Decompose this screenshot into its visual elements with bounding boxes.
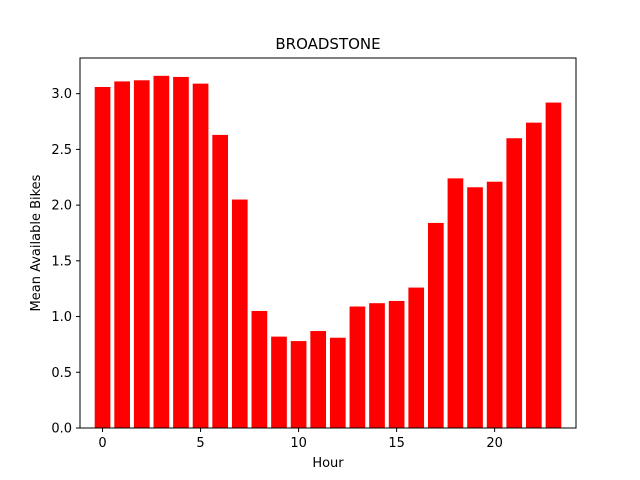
y-axis-label: Mean Available Bikes [29,174,44,311]
bar-hour-22 [526,122,542,429]
bar-hour-5 [192,83,209,428]
bar-hour-19 [467,187,483,428]
bar-hour-7 [231,199,248,428]
bar-hour-6 [212,134,229,428]
bar-hour-1 [114,81,130,428]
bar-hour-15 [388,300,405,428]
y-tick-label: 3.0 [51,87,72,102]
x-tick-label: 20 [486,436,503,451]
bar-hour-16 [408,287,425,428]
bar-hour-17 [427,222,444,428]
plot-frame [79,57,577,429]
bar-hour-3 [153,75,170,428]
bar-hour-18 [447,178,464,428]
x-tick-label: 5 [196,436,204,451]
bar-hour-11 [310,331,327,428]
x-tick-label: 15 [388,436,405,451]
x-axis-ticks: 0 5 10 15 20 [98,428,503,451]
bar-hour-2 [133,80,150,428]
chart-title: BROADSTONE [275,35,380,53]
y-tick-label: 1.0 [51,310,72,325]
bar-hour-12 [329,337,346,428]
bar-hour-13 [349,306,366,428]
y-tick-label: 2.5 [51,143,72,158]
bar-hour-4 [173,76,189,428]
y-tick-label: 0.5 [51,366,72,381]
bar-hour-20 [486,181,503,428]
bar-hour-9 [271,336,287,428]
bar-hour-8 [251,310,268,428]
bar-hour-21 [506,138,523,428]
bar-hour-14 [369,303,385,428]
x-tick-label: 10 [290,436,307,451]
y-tick-label: 1.5 [51,254,72,269]
x-tick-label: 0 [98,436,106,451]
y-axis-ticks: 0.0 0.5 1.0 1.5 2.0 2.5 3.0 [51,87,80,437]
x-axis-label: Hour [312,456,344,471]
y-tick-label: 0.0 [51,422,72,437]
bars-group [94,75,562,429]
bar-hour-10 [290,341,307,428]
bar-hour-0 [94,86,111,429]
bar-hour-23 [545,102,562,429]
y-tick-label: 2.0 [51,199,72,214]
